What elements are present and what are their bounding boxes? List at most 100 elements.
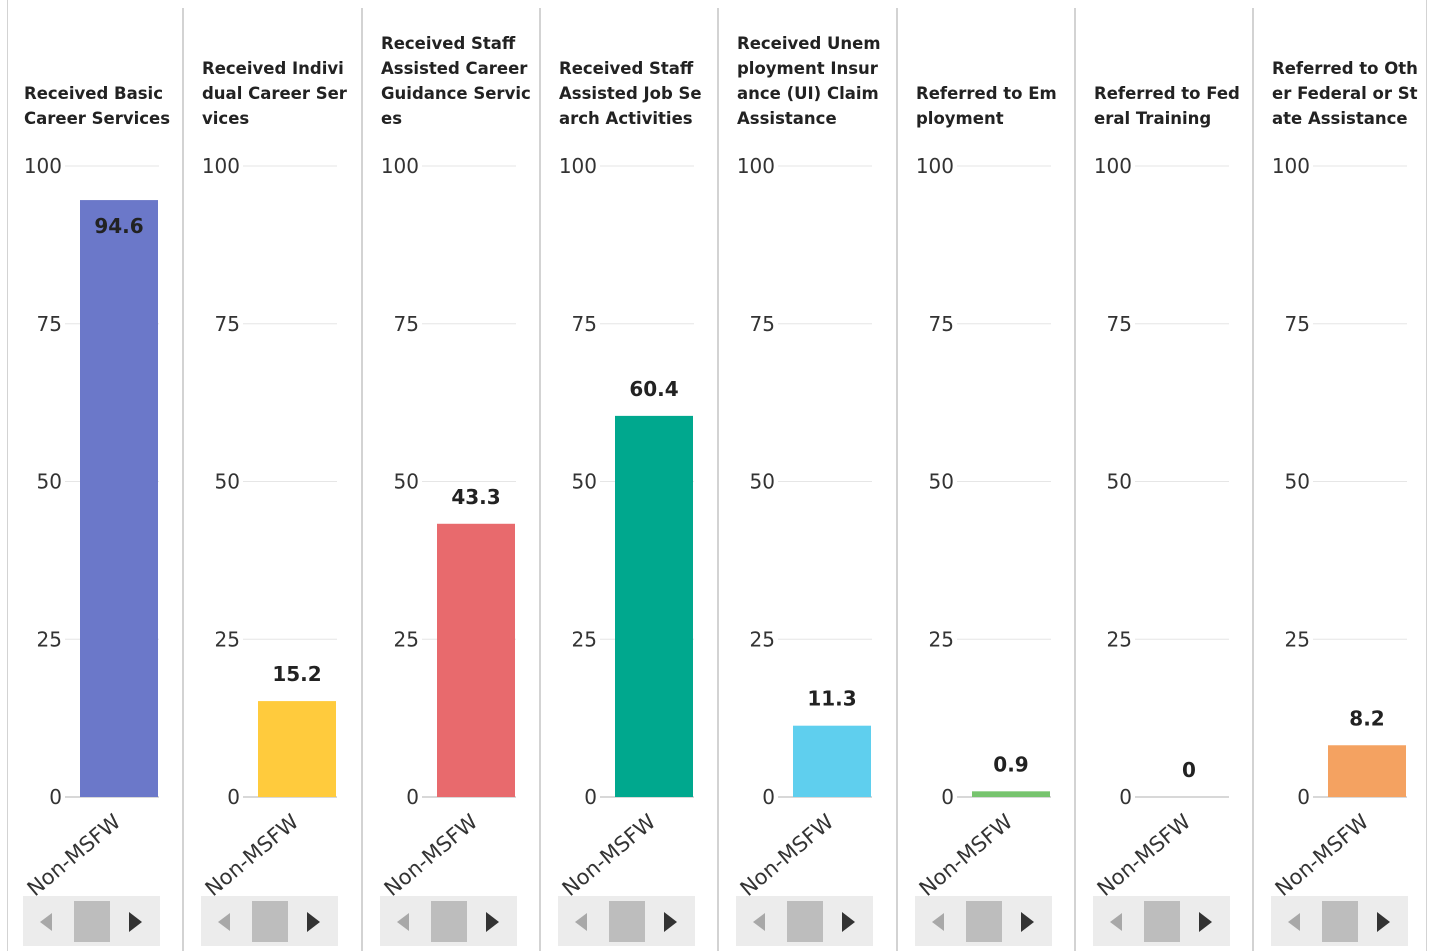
chart-panel: Referred to Employment 0 25 50 75 100 0.9 Non-M…: [899, 0, 1075, 951]
chart-title: Referred to Other Federal or State Assis…: [1272, 59, 1418, 128]
horizontal-scrollbar[interactable]: [736, 896, 873, 946]
scroll-thumb[interactable]: [787, 901, 823, 942]
y-tick-label: 50: [929, 470, 954, 494]
scroll-thumb[interactable]: [966, 901, 1002, 942]
y-tick-label: 25: [750, 627, 775, 651]
scroll-right-arrow-icon[interactable]: [842, 912, 855, 932]
scroll-left-arrow-icon[interactable]: [1110, 913, 1122, 931]
chart-frame: [7, 0, 1427, 951]
bar-chart-svg: 0 25 50 75 100 43.3 Non-MSFW: [380, 154, 516, 901]
x-category-label: Non-MSFW: [23, 809, 126, 901]
bar[interactable]: [972, 791, 1050, 797]
scroll-left-arrow-icon[interactable]: [1288, 913, 1300, 931]
horizontal-scrollbar[interactable]: [201, 896, 338, 946]
scroll-right-arrow-icon[interactable]: [1021, 912, 1034, 932]
y-tick-label: 0: [584, 785, 597, 809]
data-label: 11.3: [807, 687, 856, 711]
bar[interactable]: [258, 701, 336, 797]
scroll-right-arrow-icon[interactable]: [486, 912, 499, 932]
bar[interactable]: [437, 523, 515, 797]
bar[interactable]: [80, 200, 158, 798]
bar-chart-svg: 0 25 50 75 100 0.9 Non-MSFW: [915, 154, 1051, 901]
y-tick-label: 0: [1119, 785, 1132, 809]
y-tick-label: 75: [1107, 312, 1132, 336]
y-tick-label: 50: [750, 470, 775, 494]
scroll-right-arrow-icon[interactable]: [1377, 912, 1390, 932]
chart-panel: Received Staff Assisted Career Guidance …: [364, 0, 540, 951]
scroll-left-arrow-icon[interactable]: [40, 913, 52, 931]
y-tick-label: 50: [215, 470, 240, 494]
x-category-label: Non-MSFW: [1271, 809, 1374, 901]
horizontal-scrollbar[interactable]: [915, 896, 1052, 946]
y-tick-label: 25: [572, 627, 597, 651]
y-tick-label: 50: [1285, 470, 1310, 494]
y-tick-label: 25: [394, 627, 419, 651]
scroll-left-arrow-icon[interactable]: [218, 913, 230, 931]
x-category-label: Non-MSFW: [736, 809, 839, 901]
x-category-label: Non-MSFW: [1093, 809, 1196, 901]
panel-divider: [1252, 8, 1254, 951]
y-tick-label: 0: [941, 785, 954, 809]
y-tick-label: 75: [929, 312, 954, 336]
scroll-left-arrow-icon[interactable]: [397, 913, 409, 931]
scroll-left-arrow-icon[interactable]: [753, 913, 765, 931]
y-tick-label: 75: [37, 312, 62, 336]
scroll-right-arrow-icon[interactable]: [129, 912, 142, 932]
bar[interactable]: [615, 415, 693, 797]
data-label: 43.3: [451, 485, 500, 509]
scroll-thumb[interactable]: [252, 901, 288, 942]
y-tick-label: 50: [394, 470, 419, 494]
scroll-thumb[interactable]: [1322, 901, 1358, 942]
y-tick-label: 25: [1285, 627, 1310, 651]
y-tick-label: 75: [572, 312, 597, 336]
scroll-right-arrow-icon[interactable]: [307, 912, 320, 932]
y-tick-label: 25: [37, 627, 62, 651]
scroll-thumb[interactable]: [1144, 901, 1180, 942]
bar-chart-svg: 0 25 50 75 100 11.3 Non-MSFW: [736, 154, 872, 901]
y-tick-label: 100: [24, 154, 62, 178]
horizontal-scrollbar[interactable]: [380, 896, 517, 946]
data-label: 15.2: [272, 662, 321, 686]
y-tick-label: 75: [394, 312, 419, 336]
data-label: 0.9: [993, 752, 1028, 776]
horizontal-scrollbar[interactable]: [1093, 896, 1230, 946]
chart-title: Received Individual Career Services: [202, 59, 347, 128]
bar[interactable]: [793, 725, 871, 797]
y-tick-label: 75: [1285, 312, 1310, 336]
scroll-right-arrow-icon[interactable]: [1199, 912, 1212, 932]
bar[interactable]: [1328, 745, 1406, 797]
y-tick-label: 100: [737, 154, 775, 178]
y-tick-label: 25: [215, 627, 240, 651]
panel-divider: [896, 8, 898, 951]
y-tick-label: 50: [37, 470, 62, 494]
chart-panel: Received Basic Career Services 0 25 50 75 100…: [7, 0, 183, 951]
y-tick-label: 100: [916, 154, 954, 178]
scroll-left-arrow-icon[interactable]: [932, 913, 944, 931]
panel-divider: [1074, 8, 1076, 951]
scroll-thumb[interactable]: [609, 901, 645, 942]
scroll-thumb[interactable]: [431, 901, 467, 942]
scroll-thumb[interactable]: [74, 901, 110, 942]
y-tick-label: 0: [227, 785, 240, 809]
panel-divider: [717, 8, 719, 951]
horizontal-scrollbar[interactable]: [23, 896, 160, 946]
scroll-right-arrow-icon[interactable]: [664, 912, 677, 932]
chart-panel: Referred to Federal Training 0 25 50 75 100 0 N…: [1077, 0, 1253, 951]
x-category-label: Non-MSFW: [380, 809, 483, 901]
horizontal-scrollbar[interactable]: [1271, 896, 1408, 946]
data-label: 60.4: [629, 377, 678, 401]
y-tick-label: 75: [215, 312, 240, 336]
x-category-label: Non-MSFW: [915, 809, 1018, 901]
horizontal-scrollbar[interactable]: [558, 896, 695, 946]
data-label: 8.2: [1349, 706, 1384, 730]
chart-panel: Received Staff Assisted Job Search Activ…: [542, 0, 718, 951]
y-tick-label: 100: [1272, 154, 1310, 178]
chart-panel: Referred to Other Federal or State Assis…: [1255, 0, 1430, 951]
y-tick-label: 0: [49, 785, 62, 809]
bar-chart-svg: 0 25 50 75 100 15.2 Non-MSFW: [201, 154, 337, 901]
y-tick-label: 50: [572, 470, 597, 494]
scroll-left-arrow-icon[interactable]: [575, 913, 587, 931]
x-category-label: Non-MSFW: [558, 809, 661, 901]
chart-title: Received Basic Career Services: [24, 84, 171, 128]
